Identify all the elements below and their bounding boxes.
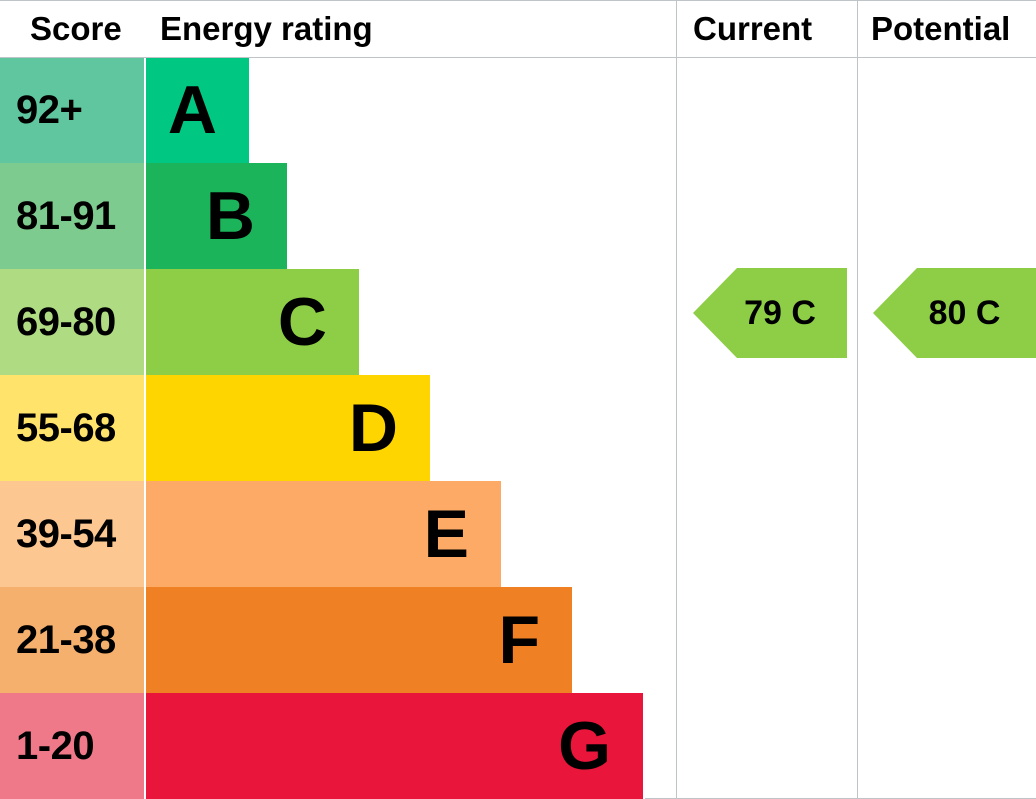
band-bar: A (146, 57, 249, 163)
band-bar: F (146, 587, 572, 693)
band-score-range: 21-38 (0, 587, 144, 693)
table-top-border (0, 0, 1036, 1)
band-letter: F (498, 602, 540, 678)
band-score-range: 81-91 (0, 163, 144, 269)
band-row-d: 55-68 D (0, 375, 1036, 481)
band-bar: C (146, 269, 359, 375)
band-letter: E (423, 496, 469, 572)
column-divider-potential (857, 0, 858, 799)
band-letter: C (277, 284, 327, 360)
header-current: Current (693, 9, 813, 47)
band-bar: B (146, 163, 287, 269)
band-row-a: 92+ A (0, 57, 1036, 163)
band-bar: E (146, 481, 501, 587)
band-letter: B (205, 178, 255, 254)
band-score-range: 55-68 (0, 375, 144, 481)
band-row-b: 81-91 B (0, 163, 1036, 269)
column-divider-current (676, 0, 677, 799)
header-potential: Potential (871, 9, 1011, 47)
current-rating-arrow: 79 C (693, 268, 847, 358)
band-row-f: 21-38 F (0, 587, 1036, 693)
current-rating-label: 79 C (744, 293, 816, 332)
band-letter: A (167, 72, 217, 148)
band-row-g: 1-20 G (0, 693, 1036, 799)
header-score: Score (30, 9, 122, 47)
band-score-range: 92+ (0, 57, 144, 163)
band-bar: D (146, 375, 430, 481)
potential-rating-label: 80 C (928, 293, 1001, 332)
band-score-range: 69-80 (0, 269, 144, 375)
potential-rating-arrow: 80 C (873, 268, 1036, 358)
band-score-range: 39-54 (0, 481, 144, 587)
header-divider (0, 57, 1036, 58)
band-bar: G (146, 693, 643, 799)
left-arrow-shape (873, 268, 1036, 358)
band-letter: G (558, 708, 611, 784)
band-row-e: 39-54 E (0, 481, 1036, 587)
header-energy-rating: Energy rating (160, 9, 373, 47)
band-row-c: 69-80 C (0, 269, 1036, 375)
band-score-range: 1-20 (0, 693, 144, 799)
left-arrow-shape (693, 268, 847, 358)
band-letter: D (348, 390, 398, 466)
